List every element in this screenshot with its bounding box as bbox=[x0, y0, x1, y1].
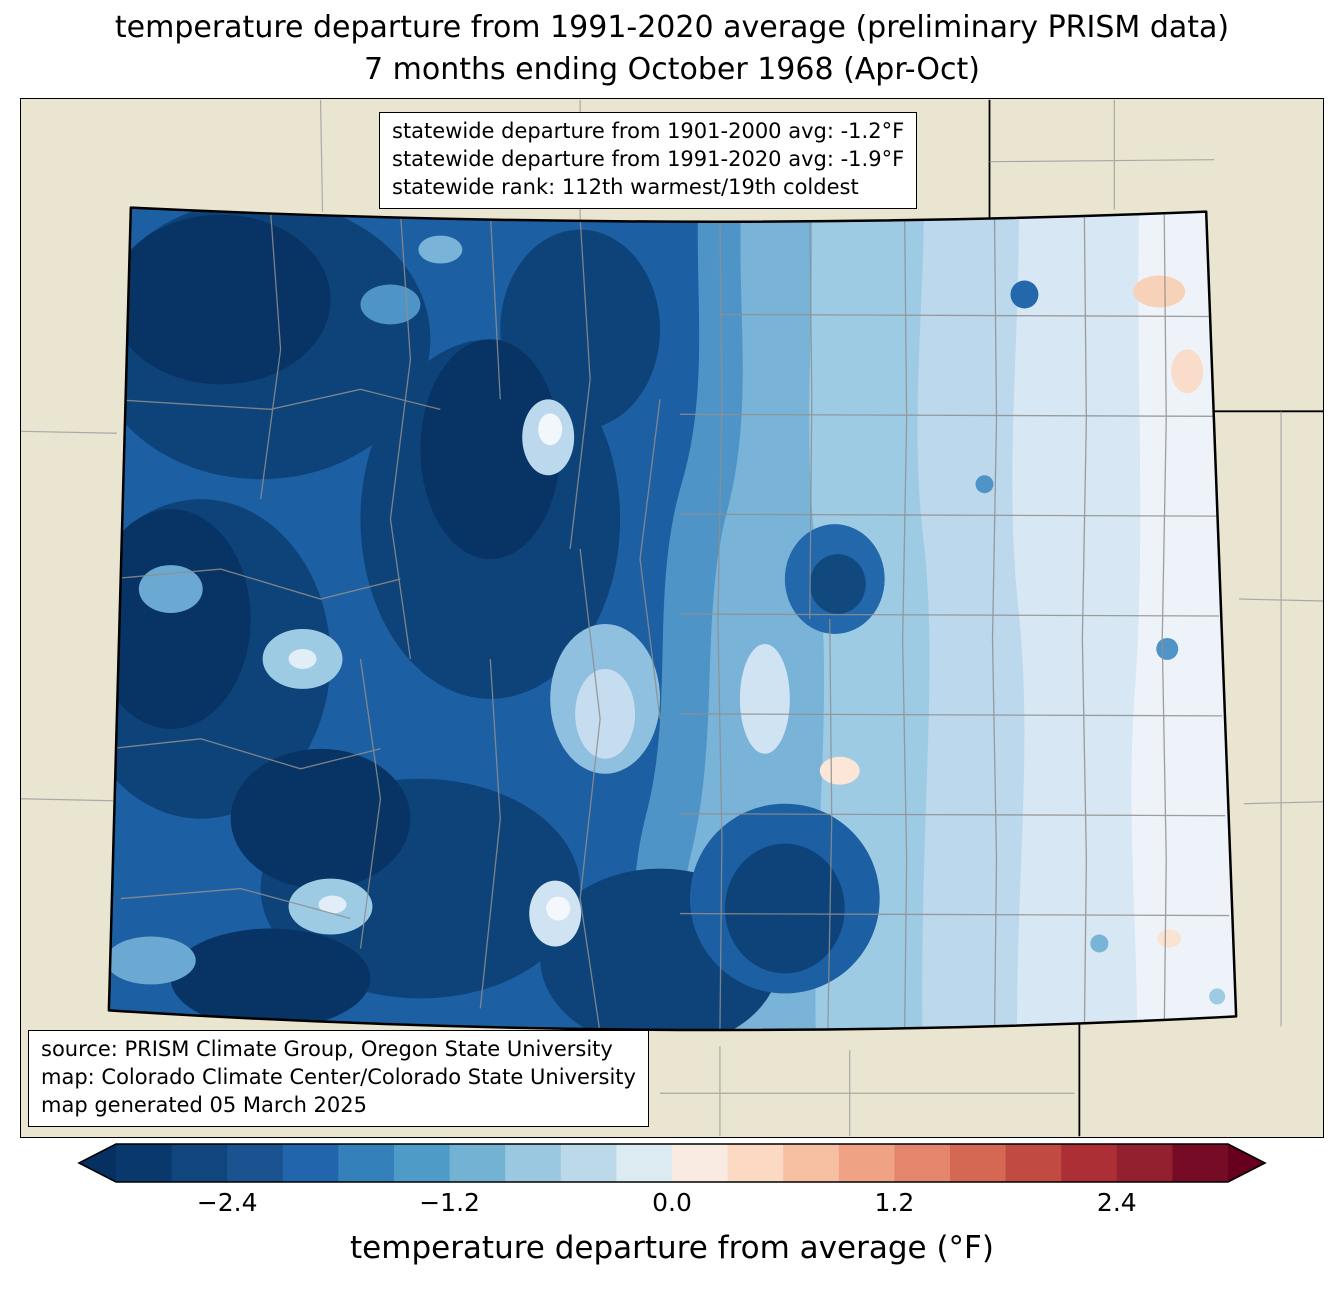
source-line-2: map: Colorado Climate Center/Colorado St… bbox=[41, 1065, 636, 1090]
colorbar-segment bbox=[1116, 1144, 1173, 1182]
colorbar-outline bbox=[77, 1143, 1267, 1183]
colorbar-svg bbox=[77, 1143, 1267, 1183]
source-box: source: PRISM Climate Group, Oregon Stat… bbox=[28, 1030, 649, 1127]
colorbar-over-arrow bbox=[1228, 1144, 1265, 1182]
colorbar-tick-label: 2.4 bbox=[1096, 1188, 1137, 1217]
colorbar-segment bbox=[672, 1144, 729, 1182]
source-line-3: map generated 05 March 2025 bbox=[41, 1093, 368, 1118]
stat-line-1: statewide departure from 1901-2000 avg: … bbox=[392, 119, 905, 143]
colorbar-segment bbox=[1061, 1144, 1118, 1182]
colorbar-tick-label: −1.2 bbox=[419, 1188, 480, 1217]
colorbar-segment bbox=[505, 1144, 562, 1182]
colorbar-segment bbox=[171, 1144, 228, 1182]
source-line-1: source: PRISM Climate Group, Oregon Stat… bbox=[41, 1037, 613, 1062]
colorbar-segment bbox=[1172, 1144, 1229, 1182]
county-lines bbox=[108, 211, 1230, 1031]
neighbor-state-borders bbox=[988, 99, 1323, 1137]
colorbar-tick-label: 1.2 bbox=[874, 1188, 915, 1217]
colorbar-segment bbox=[338, 1144, 395, 1182]
colorbar-tick-label: −2.4 bbox=[196, 1188, 258, 1217]
colorbar-under-arrow bbox=[79, 1144, 116, 1182]
colorbar-segment bbox=[1005, 1144, 1062, 1182]
colorbar-segment bbox=[116, 1144, 173, 1182]
state-border bbox=[107, 206, 1238, 1032]
colorbar-segment bbox=[227, 1144, 284, 1182]
colorado-map bbox=[21, 99, 1323, 1137]
page-title: temperature departure from 1991-2020 ave… bbox=[114, 10, 1230, 45]
colorbar-segment bbox=[894, 1144, 951, 1182]
temperature-field bbox=[108, 207, 1237, 1031]
colorbar-tick-label: 0.0 bbox=[652, 1188, 692, 1217]
stat-line-2: statewide departure from 1991-2020 avg: … bbox=[392, 146, 905, 171]
colorbar-segment bbox=[560, 1144, 617, 1182]
colorbar-segment bbox=[449, 1144, 506, 1182]
colorbar-tick-labels: −2.4 −1.2 0.0 1.2 2.4 bbox=[77, 1188, 1267, 1224]
stat-line-3: statewide rank: 112th warmest/19th colde… bbox=[392, 174, 859, 199]
colorbar-segment bbox=[282, 1144, 339, 1182]
colorbar-segments bbox=[116, 1144, 1229, 1182]
colorbar-label: temperature departure from average (°F) bbox=[350, 1230, 994, 1266]
neighbor-county-lines bbox=[21, 99, 1323, 1137]
map-canvas: statewide departure from 1901-2000 avg: … bbox=[20, 98, 1324, 1138]
stats-box: statewide departure from 1901-2000 avg: … bbox=[379, 112, 918, 209]
colorbar bbox=[77, 1142, 1267, 1184]
colorbar-segment bbox=[783, 1144, 840, 1182]
page-subtitle: 7 months ending October 1968 (Apr-Oct) bbox=[364, 52, 980, 87]
colorbar-segment bbox=[394, 1144, 451, 1182]
colorbar-segment bbox=[838, 1144, 895, 1182]
colorbar-segment bbox=[727, 1144, 784, 1182]
colorbar-segment bbox=[616, 1144, 673, 1182]
colorbar-segment bbox=[950, 1144, 1007, 1182]
